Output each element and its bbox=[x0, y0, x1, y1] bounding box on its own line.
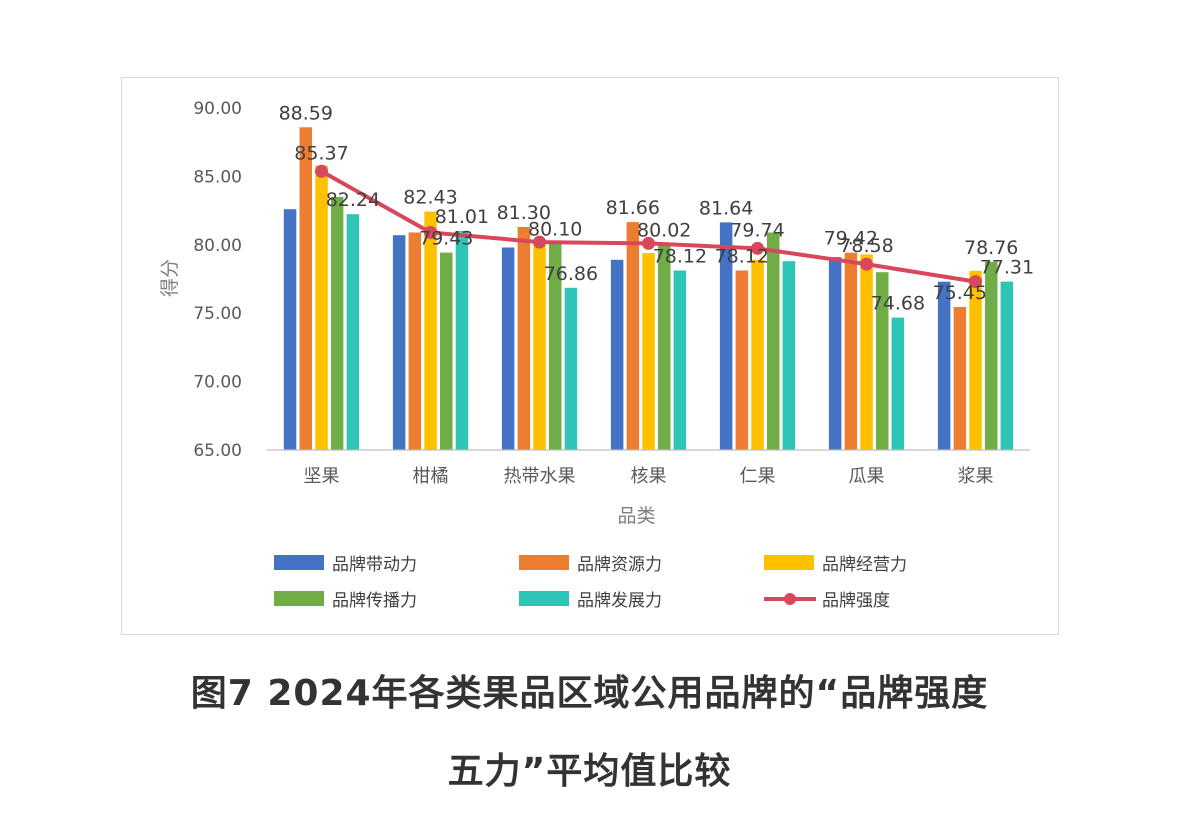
y-tick-label: 85.00 bbox=[193, 167, 242, 187]
bar-series-5 bbox=[891, 317, 905, 450]
bar-series-3 bbox=[424, 211, 437, 450]
bar-series-3 bbox=[533, 239, 546, 450]
line-point-strength bbox=[860, 257, 873, 271]
data-label: 80.10 bbox=[528, 218, 582, 240]
data-label: 81.30 bbox=[497, 202, 551, 224]
bar-series-5 bbox=[346, 214, 360, 450]
x-category-label: 瓜果 bbox=[849, 466, 885, 487]
x-category-label: 热带水果 bbox=[504, 466, 576, 487]
y-axis-title: 得分 bbox=[159, 259, 181, 297]
legend-swatch-series-4 bbox=[274, 591, 324, 606]
bar-series-4 bbox=[658, 244, 671, 450]
figure-caption-line-1: 图7 2024年各类果品区域公用品牌的“品牌强度 bbox=[190, 673, 989, 714]
legend-label: 品牌发展力 bbox=[577, 591, 662, 611]
bar-series-1 bbox=[283, 209, 297, 450]
bar-series-4 bbox=[440, 252, 453, 450]
chart-frame: 65.00 70.00 75.00 80.00 85.00 90.00 得分坚果 柑橘 热带水果… bbox=[121, 77, 1059, 635]
x-category-label: 浆果 bbox=[958, 466, 994, 487]
legend-swatch-series-2 bbox=[519, 555, 569, 570]
bar-series-1 bbox=[392, 235, 406, 450]
bar-series-2 bbox=[953, 307, 967, 450]
y-tick-label: 70.00 bbox=[193, 373, 242, 393]
y-tick-label: 90.00 bbox=[193, 99, 242, 119]
data-label: 77.31 bbox=[980, 257, 1034, 279]
bar-series-1 bbox=[501, 247, 515, 450]
data-label: 78.12 bbox=[715, 246, 769, 268]
legend-label: 品牌传播力 bbox=[332, 591, 417, 611]
data-label: 88.59 bbox=[279, 102, 333, 124]
data-label: 79.43 bbox=[419, 228, 473, 250]
bar-series-2 bbox=[299, 127, 312, 451]
legend-swatch-series-5 bbox=[519, 591, 569, 606]
y-tick-label: 65.00 bbox=[193, 441, 242, 461]
bar-series-2 bbox=[735, 270, 749, 450]
bar-series-3 bbox=[642, 253, 655, 450]
bar-series-1 bbox=[610, 259, 624, 450]
bar-series-4 bbox=[985, 261, 998, 450]
bar-series-3 bbox=[969, 270, 982, 450]
data-label: 78.12 bbox=[653, 246, 707, 268]
data-label: 79.74 bbox=[730, 219, 784, 241]
data-label: 76.86 bbox=[544, 263, 598, 285]
data-label: 80.02 bbox=[637, 220, 691, 242]
line-point-strength bbox=[315, 164, 328, 178]
bar-series-4 bbox=[876, 272, 889, 450]
x-category-label: 仁果 bbox=[740, 466, 776, 487]
x-category-label: 核果 bbox=[631, 466, 667, 487]
x-axis-title: 品类 bbox=[617, 505, 655, 527]
bar-series-2 bbox=[844, 252, 858, 450]
line-point-strength bbox=[751, 241, 764, 255]
data-label: 74.68 bbox=[871, 293, 925, 315]
line-point-strength bbox=[533, 235, 546, 249]
data-label: 78.58 bbox=[839, 235, 893, 257]
legend-label: 品牌经营力 bbox=[822, 555, 907, 575]
data-label: 75.45 bbox=[933, 282, 987, 304]
legend-label: 品牌带动力 bbox=[332, 555, 417, 575]
data-label: 85.37 bbox=[294, 142, 348, 164]
bar-series-2 bbox=[408, 232, 422, 450]
legend-swatch-marker bbox=[784, 593, 796, 605]
legend-label: 品牌资源力 bbox=[577, 555, 662, 575]
data-label: 81.66 bbox=[606, 197, 660, 219]
bar-series-5 bbox=[782, 261, 796, 450]
data-label: 81.64 bbox=[699, 197, 753, 219]
bar-series-4 bbox=[549, 243, 562, 450]
legend-swatch-series-3 bbox=[764, 555, 814, 570]
y-tick-label: 80.00 bbox=[193, 236, 242, 256]
bar-series-4 bbox=[330, 196, 344, 450]
data-label: 82.43 bbox=[403, 187, 457, 209]
data-label: 78.76 bbox=[964, 237, 1018, 259]
bar-series-3 bbox=[751, 259, 764, 450]
bar-series-5 bbox=[673, 270, 687, 450]
data-label: 79.42 bbox=[824, 228, 878, 250]
bar-series-1 bbox=[937, 281, 951, 450]
bar-series-5 bbox=[455, 231, 469, 450]
y-tick-label: 75.00 bbox=[193, 304, 242, 324]
figure-caption-line-2: 五力”平均值比较 bbox=[447, 751, 732, 792]
bar-series-2 bbox=[517, 227, 531, 450]
line-point-strength bbox=[969, 275, 982, 289]
data-label: 82.24 bbox=[326, 189, 380, 211]
bar-series-1 bbox=[828, 257, 842, 450]
bar-series-2 bbox=[626, 222, 640, 450]
bar-series-1 bbox=[719, 222, 733, 450]
legend-swatch-series-1 bbox=[274, 555, 324, 570]
data-label: 81.01 bbox=[435, 206, 489, 228]
line-point-strength bbox=[424, 226, 437, 239]
bar-series-3 bbox=[860, 254, 873, 450]
x-category-label: 坚果 bbox=[304, 466, 340, 487]
bar-series-5 bbox=[1000, 281, 1014, 450]
legend-label: 品牌强度 bbox=[822, 591, 890, 611]
x-category-label: 柑橘 bbox=[413, 466, 449, 487]
bar-series-5 bbox=[564, 287, 578, 450]
bar-series-4 bbox=[767, 232, 780, 450]
line-point-strength bbox=[642, 236, 655, 250]
bar-series-3 bbox=[315, 165, 328, 450]
